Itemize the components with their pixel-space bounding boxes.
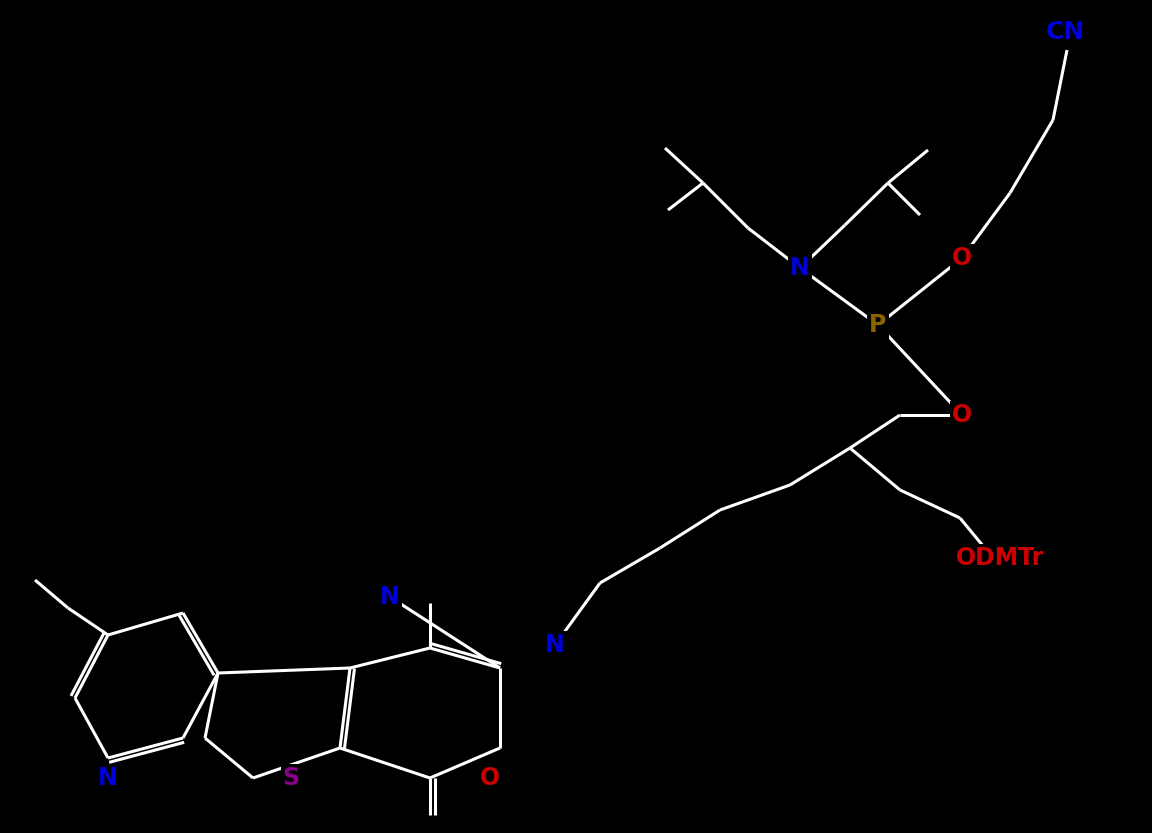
Text: ODMTr: ODMTr — [956, 546, 1044, 570]
Text: P: P — [870, 313, 887, 337]
Text: CN: CN — [1045, 20, 1085, 44]
Text: O: O — [480, 766, 500, 790]
Text: S: S — [282, 766, 300, 790]
Text: O: O — [952, 403, 972, 427]
Text: N: N — [790, 256, 810, 280]
Text: N: N — [380, 585, 400, 609]
Text: N: N — [98, 766, 118, 790]
Text: N: N — [545, 633, 564, 657]
Text: O: O — [952, 246, 972, 270]
